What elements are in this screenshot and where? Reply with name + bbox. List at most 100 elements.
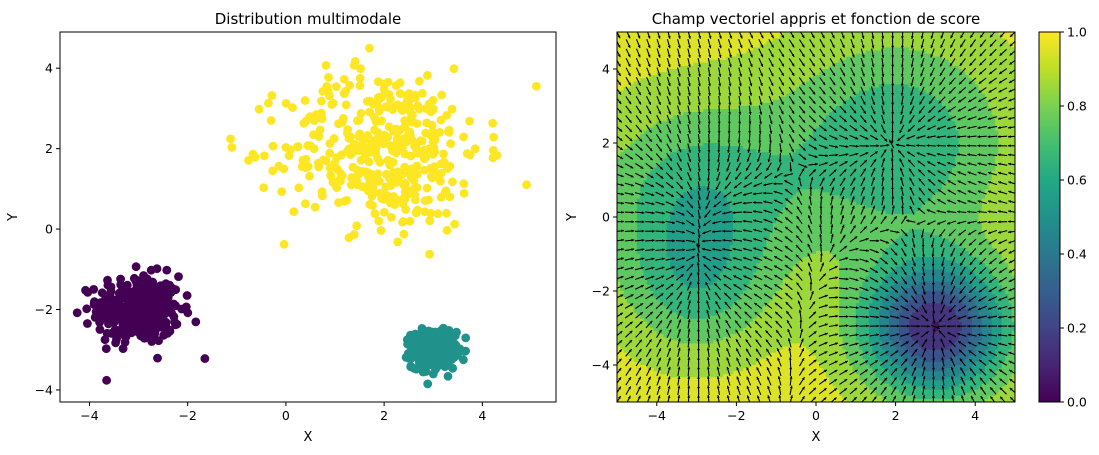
scatter-point [489, 132, 498, 142]
colorbar-tick-label: 1.0 [1067, 25, 1087, 40]
scatter-point [339, 89, 349, 98]
scatter-point [309, 130, 318, 140]
scatter-point [407, 172, 416, 182]
scatter-point [426, 163, 436, 173]
scatter-point [135, 301, 145, 310]
scatter-point [404, 89, 414, 98]
score-contours [617, 32, 1015, 402]
scatter-point [427, 120, 437, 130]
scatter-y-tick-label: 2 [45, 141, 53, 156]
scatter-point [172, 319, 182, 329]
scatter-point [146, 265, 156, 275]
scatter-point [322, 82, 332, 91]
vector-field-x-label: X [812, 430, 821, 445]
scatter-point [420, 196, 430, 206]
scatter-point [341, 100, 351, 110]
scatter-point [410, 195, 420, 205]
scatter-point [133, 322, 143, 331]
scatter-point [314, 162, 324, 172]
scatter-point [334, 198, 343, 207]
scatter-point [82, 304, 92, 314]
scatter-point [405, 95, 415, 105]
scatter-point [364, 43, 374, 53]
scatter-point [404, 189, 414, 199]
scatter-point [191, 317, 201, 327]
scatter-point [161, 322, 171, 331]
scatter-point [339, 75, 349, 84]
scatter-point [428, 149, 438, 159]
scatter-point [375, 157, 385, 167]
scatter-point [400, 149, 410, 159]
vector-field-x-ticks: −4 −2 0 2 4 [648, 402, 979, 423]
scatter-point [370, 148, 379, 157]
colorbar-tick-label: 0.8 [1067, 99, 1087, 114]
scatter-point [89, 285, 99, 294]
scatter-x-tick-label: 4 [478, 408, 486, 423]
scatter-point [373, 169, 383, 179]
scatter-point [159, 330, 169, 340]
scatter-x-tick-label: 2 [380, 408, 388, 423]
scatter-point [353, 180, 362, 190]
scatter-point [294, 183, 304, 193]
scatter-point [102, 375, 111, 385]
vector-field-x-tick-label: 2 [892, 408, 900, 423]
scatter-point [281, 99, 291, 108]
scatter-point [268, 166, 278, 176]
scatter-point [281, 143, 291, 152]
scatter-points [72, 43, 541, 389]
scatter-point [377, 116, 386, 126]
scatter-point [166, 288, 176, 298]
scatter-point [401, 179, 410, 189]
vector-field-plot: Champ vectoriel appris et fonction de sc… [565, 10, 1016, 445]
scatter-point [432, 344, 442, 354]
scatter-point [355, 81, 365, 90]
scatter-point [289, 207, 299, 217]
scatter-point [435, 176, 445, 186]
scatter-point [356, 155, 366, 165]
scatter-point [386, 212, 396, 222]
scatter-point [100, 335, 110, 345]
vector-field-x-tick-label: −2 [727, 408, 745, 423]
scatter-point [375, 188, 385, 198]
scatter-point [349, 230, 359, 239]
scatter-point [384, 103, 394, 112]
scatter-point [83, 319, 92, 328]
scatter-axes-frame [59, 31, 557, 403]
scatter-point [316, 96, 326, 106]
scatter-point [426, 208, 435, 218]
scatter-title: Distribution multimodale [215, 10, 402, 28]
scatter-point [365, 107, 374, 117]
scatter-point [400, 162, 409, 172]
scatter-point [432, 357, 442, 367]
scatter-point [177, 304, 187, 314]
scatter-point [259, 151, 269, 161]
vector-field-x-tick-label: −4 [648, 408, 666, 423]
vector-field-x-tick-label: 0 [812, 408, 820, 423]
scatter-point [423, 379, 433, 389]
scatter-point [393, 237, 403, 247]
scatter-point [226, 134, 236, 144]
scatter-point [264, 98, 273, 108]
scatter-point [143, 330, 153, 339]
scatter-point [353, 166, 362, 175]
scatter-point [403, 349, 413, 359]
scatter-point [300, 96, 310, 105]
vector-field-x-tick-label: 4 [971, 408, 979, 423]
scatter-point [440, 188, 450, 198]
scatter-point [444, 125, 454, 135]
scatter-point [364, 157, 374, 167]
scatter-point [403, 130, 413, 140]
scatter-point [442, 208, 451, 218]
scatter-point [436, 168, 446, 178]
scatter-point [448, 177, 457, 187]
scatter-point [350, 57, 360, 66]
scatter-point [368, 201, 377, 210]
scatter-point [447, 104, 457, 114]
scatter-point [356, 146, 366, 156]
scatter-point [386, 94, 395, 104]
scatter-point [440, 361, 450, 371]
vector-field-y-tick-label: −2 [592, 284, 610, 299]
scatter-point [150, 326, 160, 335]
